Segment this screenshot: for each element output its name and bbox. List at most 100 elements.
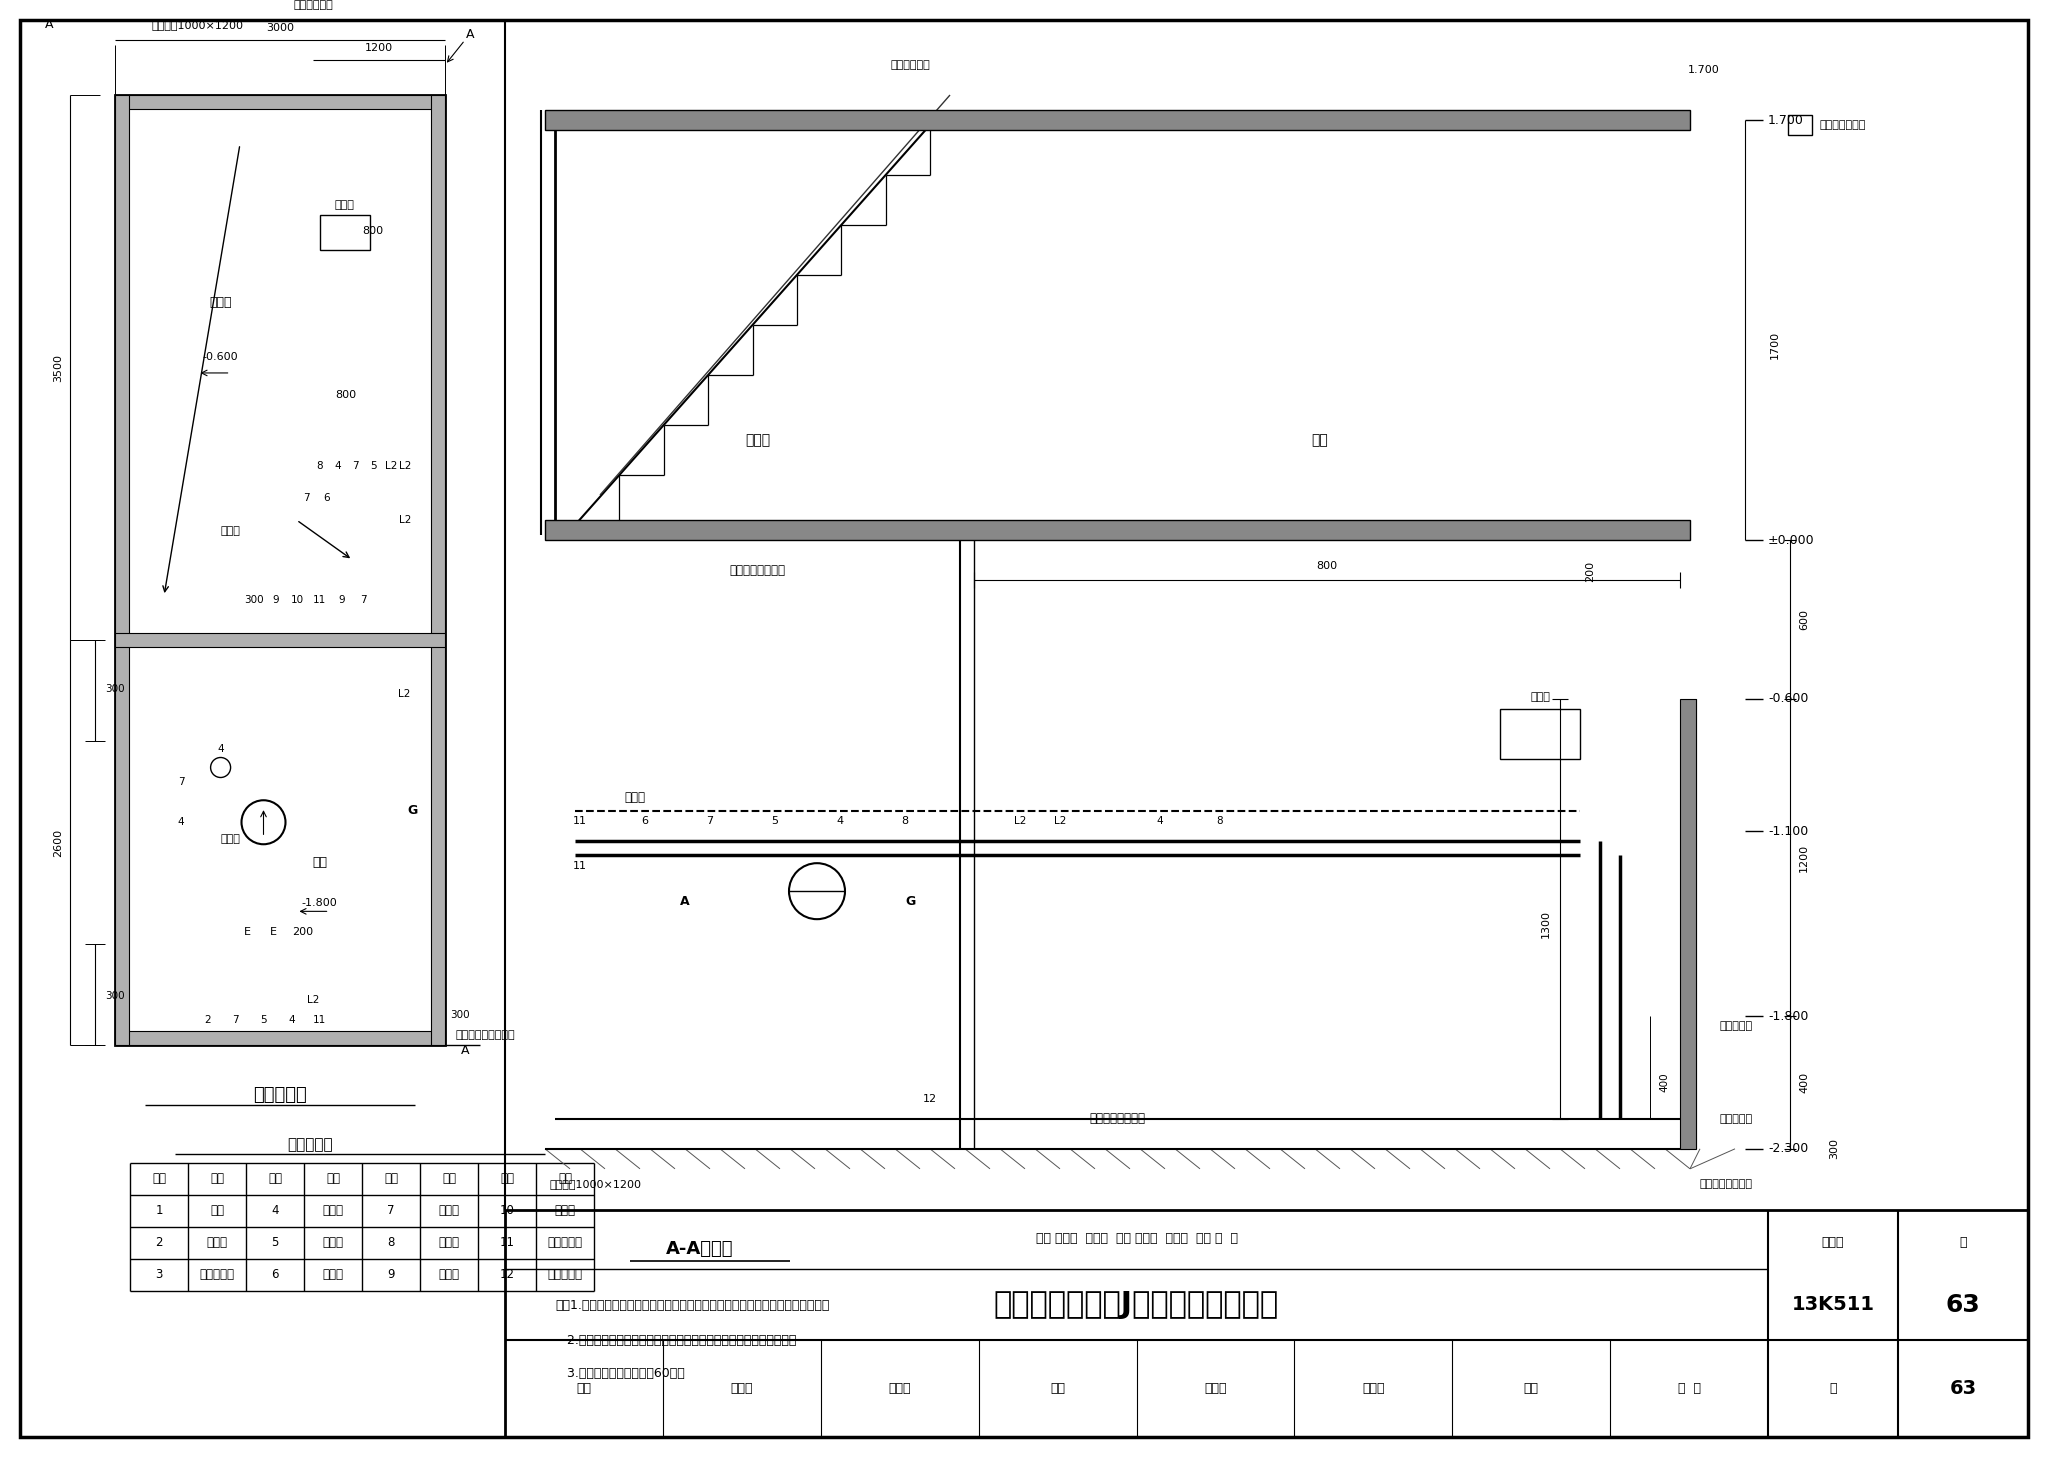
- Text: 室外地沟1000×1200: 室外地沟1000×1200: [152, 20, 244, 31]
- Text: 7: 7: [231, 1016, 240, 1026]
- Text: L2: L2: [1055, 816, 1067, 826]
- Text: 12: 12: [924, 1094, 938, 1104]
- Text: 名称: 名称: [211, 1173, 223, 1186]
- Text: 7: 7: [178, 777, 184, 787]
- Text: L2: L2: [399, 460, 412, 471]
- Text: A: A: [461, 1043, 469, 1056]
- Bar: [545, 520, 1690, 541]
- Text: -2.300: -2.300: [1767, 1142, 1808, 1155]
- Text: 1.700: 1.700: [1688, 66, 1720, 74]
- Text: 1300: 1300: [1540, 909, 1550, 938]
- Text: 11: 11: [573, 816, 588, 826]
- Text: 页: 页: [1960, 1236, 1966, 1249]
- Text: 压力表: 压力表: [438, 1205, 459, 1218]
- Text: 63: 63: [1950, 1378, 1976, 1399]
- Text: 400: 400: [1659, 1072, 1669, 1093]
- Text: 控制柜: 控制柜: [1530, 692, 1550, 702]
- Text: 6: 6: [324, 494, 330, 503]
- Text: 13K511: 13K511: [1792, 1295, 1874, 1314]
- Text: 回水管: 回水管: [221, 833, 240, 844]
- Text: 管网供水管: 管网供水管: [1720, 1021, 1753, 1032]
- Text: 北北平: 北北平: [889, 1383, 911, 1394]
- Text: 审核: 审核: [575, 1383, 592, 1394]
- Text: 5: 5: [270, 1237, 279, 1250]
- Text: 8: 8: [387, 1237, 395, 1250]
- Text: 编号: 编号: [500, 1173, 514, 1186]
- Text: A-A剖面图: A-A剖面图: [666, 1240, 733, 1257]
- Text: 页: 页: [1829, 1383, 1837, 1394]
- Text: 名称对照表: 名称对照表: [287, 1138, 334, 1152]
- Text: 管网回水管: 管网回水管: [1720, 1113, 1753, 1123]
- Text: 4: 4: [1157, 816, 1163, 826]
- Text: A: A: [465, 29, 475, 41]
- Text: 200: 200: [293, 927, 313, 937]
- Text: 4: 4: [836, 816, 844, 826]
- Text: 11: 11: [313, 1016, 326, 1026]
- Text: -1.800: -1.800: [301, 899, 338, 908]
- Text: 7: 7: [387, 1205, 395, 1218]
- Text: 2.水泵与基础连接仅为示意，惰性块安装或隔振器减振以设计为准。: 2.水泵与基础连接仅为示意，惰性块安装或隔振器减振以设计为准。: [555, 1333, 797, 1346]
- Text: 10: 10: [291, 594, 305, 605]
- Text: 3: 3: [156, 1269, 162, 1282]
- Text: 8: 8: [1217, 816, 1223, 826]
- Text: 8: 8: [315, 460, 324, 471]
- Text: 软接头: 软接头: [438, 1269, 459, 1282]
- Bar: [319, 214, 369, 251]
- Text: 12: 12: [500, 1269, 514, 1282]
- Bar: [430, 95, 444, 1045]
- Text: 3000: 3000: [266, 23, 295, 34]
- Text: 63: 63: [1946, 1292, 1980, 1317]
- Text: E: E: [244, 927, 250, 937]
- Text: 用户回水管接室内: 用户回水管接室内: [1090, 1112, 1145, 1125]
- Bar: [506, 1209, 2028, 1437]
- Text: 止回阀: 止回阀: [438, 1237, 459, 1250]
- Text: 5: 5: [260, 1016, 266, 1026]
- Text: 300: 300: [104, 991, 125, 1001]
- Text: -0.600: -0.600: [1767, 692, 1808, 705]
- Text: 800: 800: [336, 390, 356, 399]
- Text: 能量计: 能量计: [207, 1237, 227, 1250]
- Text: 注：1.水泵弹性接头可用橡胶软接头也可用金属软管连接，具体做法以设计为准。: 注：1.水泵弹性接头可用橡胶软接头也可用金属软管连接，具体做法以设计为准。: [555, 1298, 829, 1311]
- Text: 压力传感器: 压力传感器: [547, 1237, 582, 1250]
- Text: -0.600: -0.600: [203, 351, 238, 361]
- Text: L2: L2: [1014, 816, 1026, 826]
- Text: 400: 400: [1798, 1072, 1808, 1093]
- Bar: [1788, 115, 1812, 136]
- Text: L2: L2: [399, 516, 412, 525]
- Text: 马亚飞: 马亚飞: [1204, 1383, 1227, 1394]
- Text: 用户供水管接室内: 用户供水管接室内: [729, 564, 786, 577]
- Text: 机房: 机房: [311, 857, 328, 870]
- Text: E: E: [270, 927, 276, 937]
- Text: 设计: 设计: [1524, 1383, 1538, 1394]
- Text: 2: 2: [205, 1016, 211, 1026]
- Bar: [1679, 699, 1696, 1148]
- Text: 11: 11: [573, 861, 588, 871]
- Text: 9: 9: [272, 594, 279, 605]
- Text: 4: 4: [217, 745, 223, 755]
- Text: 4: 4: [334, 460, 340, 471]
- Text: 300: 300: [451, 1010, 469, 1020]
- Text: 校对: 校对: [1051, 1383, 1065, 1394]
- Text: 1: 1: [156, 1205, 162, 1218]
- Text: 旁通管: 旁通管: [625, 791, 645, 804]
- Text: 楼梯间: 楼梯间: [209, 296, 231, 309]
- Text: 4: 4: [178, 817, 184, 828]
- Text: 温度传感器: 温度传感器: [199, 1269, 236, 1282]
- Text: 水泵: 水泵: [211, 1205, 223, 1218]
- Text: 管网供回水管: 管网供回水管: [891, 60, 930, 70]
- Text: 用户供回水管接室内: 用户供回水管接室内: [455, 1030, 514, 1040]
- Text: 张家华: 张家华: [731, 1383, 754, 1394]
- Text: 变径管: 变径管: [555, 1205, 575, 1218]
- Text: 电动调节阀: 电动调节阀: [547, 1269, 582, 1282]
- Text: A: A: [680, 895, 690, 908]
- Text: 800: 800: [1317, 561, 1337, 571]
- Text: 截止阀: 截止阀: [322, 1205, 344, 1218]
- Text: 11: 11: [500, 1237, 514, 1250]
- Text: 300: 300: [104, 683, 125, 694]
- Bar: [115, 95, 444, 1045]
- Text: 室外温度传感器: 室外温度传感器: [1821, 119, 1866, 130]
- Text: 10: 10: [500, 1205, 514, 1218]
- Text: 姚  琳: 姚 琳: [1677, 1383, 1700, 1394]
- Text: 图集号: 图集号: [1823, 1236, 1845, 1249]
- Text: 7: 7: [360, 594, 367, 605]
